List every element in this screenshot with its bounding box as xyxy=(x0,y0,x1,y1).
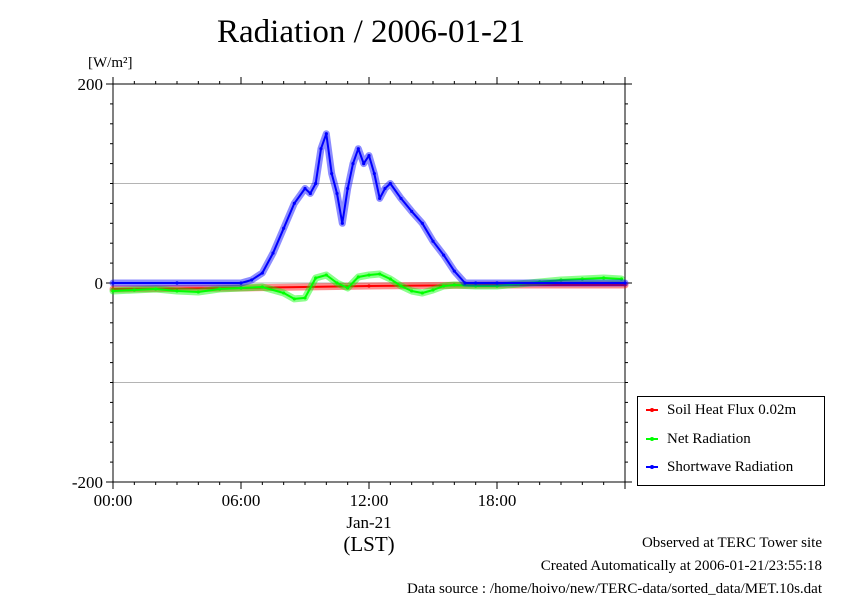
data-point-shortwave-radiation xyxy=(442,253,446,257)
data-point-shortwave-radiation xyxy=(452,269,456,273)
series-group xyxy=(109,130,629,303)
data-point-soil-heat-flux-0-02m xyxy=(367,284,371,288)
footer-created: Created Automatically at 2006-01-21/23:5… xyxy=(540,558,822,574)
data-point-shortwave-radiation xyxy=(340,221,344,225)
data-point-net-radiation xyxy=(442,284,446,288)
data-point-net-radiation xyxy=(388,277,392,281)
data-point-shortwave-radiation xyxy=(399,196,403,201)
data-point-shortwave-radiation xyxy=(282,226,286,230)
data-point-net-radiation xyxy=(111,289,115,293)
data-point-net-radiation xyxy=(154,287,158,291)
data-point-shortwave-radiation xyxy=(260,271,264,275)
data-point-net-radiation xyxy=(335,281,339,285)
data-point-net-radiation xyxy=(314,276,318,280)
data-point-net-radiation xyxy=(282,291,286,295)
data-point-shortwave-radiation xyxy=(111,281,115,285)
data-point-net-radiation xyxy=(580,277,584,281)
data-point-net-radiation xyxy=(619,277,624,281)
data-point-shortwave-radiation xyxy=(463,281,467,285)
footer-observed: Observed at TERC Tower site xyxy=(641,535,822,551)
data-point-shortwave-radiation xyxy=(378,196,382,201)
data-point-shortwave-radiation xyxy=(383,186,387,191)
data-point-net-radiation xyxy=(495,284,499,288)
legend-item-shortwave-radiation: Shortwave Radiation xyxy=(646,457,793,477)
data-point-shortwave-radiation xyxy=(410,209,414,213)
data-point-net-radiation xyxy=(303,296,307,300)
data-point-shortwave-radiation xyxy=(346,186,350,191)
data-point-shortwave-radiation xyxy=(623,281,627,285)
data-point-net-radiation xyxy=(292,297,296,301)
data-point-net-radiation xyxy=(324,273,328,277)
data-point-shortwave-radiation xyxy=(356,147,360,151)
data-point-net-radiation xyxy=(218,287,222,291)
x-axis-label: (LST) xyxy=(343,532,394,556)
data-point-shortwave-radiation xyxy=(239,281,243,285)
data-point-net-radiation xyxy=(399,284,403,288)
data-point-net-radiation xyxy=(346,286,350,290)
data-point-shortwave-radiation xyxy=(335,191,339,196)
y-tick-label: 200 xyxy=(78,75,104,94)
data-point-net-radiation xyxy=(474,284,478,288)
x-tick-label: 06:00 xyxy=(222,491,261,510)
data-point-shortwave-radiation xyxy=(362,162,366,166)
data-point-shortwave-radiation xyxy=(388,181,392,186)
data-point-shortwave-radiation xyxy=(303,186,307,191)
data-point-shortwave-radiation xyxy=(175,281,179,285)
data-point-net-radiation xyxy=(175,289,179,293)
legend-swatch-red xyxy=(646,408,658,412)
legend-swatch-green xyxy=(646,437,658,441)
legend-label-shortwave-radiation: Shortwave Radiation xyxy=(667,458,794,475)
axis-ticks: -200 0 200 00:00 06:00 12:00 18:00 Jan-21(LST) xyxy=(72,75,632,556)
data-point-shortwave-radiation xyxy=(431,239,435,243)
data-point-net-radiation xyxy=(602,276,606,280)
x-tick-label: 12:00 xyxy=(350,491,389,510)
data-point-net-radiation xyxy=(431,288,435,292)
data-point-net-radiation xyxy=(559,278,563,282)
data-point-shortwave-radiation xyxy=(314,181,318,186)
legend-label-net-radiation: Net Radiation xyxy=(667,430,751,447)
data-point-shortwave-radiation xyxy=(308,191,312,196)
legend-item-net-radiation: Net Radiation xyxy=(646,429,751,449)
data-point-net-radiation xyxy=(410,289,414,293)
data-point-shortwave-radiation xyxy=(372,171,376,176)
legend-item-soil-heat-flux: Soil Heat Flux 0.02m xyxy=(646,400,796,420)
x-tick-label: 18:00 xyxy=(478,491,517,510)
legend-swatch-blue xyxy=(646,465,658,469)
data-point-shortwave-radiation xyxy=(330,171,334,176)
legend: Soil Heat Flux 0.02m Net Radiation Short… xyxy=(637,396,825,486)
data-point-net-radiation xyxy=(367,273,371,277)
legend-label-soil-heat-flux: Soil Heat Flux 0.02m xyxy=(667,401,797,418)
data-point-net-radiation xyxy=(356,275,360,279)
chart-title: Radiation / 2006-01-21 xyxy=(217,14,525,50)
y-tick-label: 0 xyxy=(95,274,104,293)
y-tick-label: -200 xyxy=(72,473,103,492)
data-point-shortwave-radiation xyxy=(250,278,254,282)
data-point-shortwave-radiation xyxy=(319,147,323,151)
footer-source: Data source : /home/hoivo/new/TERC-data/… xyxy=(406,581,822,597)
data-point-shortwave-radiation xyxy=(292,201,296,205)
data-point-net-radiation xyxy=(196,290,200,294)
x-tick-label: 00:00 xyxy=(94,491,133,510)
x-date-label: Jan-21 xyxy=(346,513,391,532)
data-point-shortwave-radiation xyxy=(420,221,424,225)
data-point-shortwave-radiation xyxy=(474,281,478,285)
data-point-net-radiation xyxy=(452,283,456,287)
data-point-net-radiation xyxy=(239,286,243,290)
y-axis-unit-label: [W/m²] xyxy=(88,55,133,71)
data-point-shortwave-radiation xyxy=(495,281,499,285)
data-point-net-radiation xyxy=(378,272,382,276)
data-point-shortwave-radiation xyxy=(351,162,355,166)
data-point-net-radiation xyxy=(132,288,136,292)
data-point-shortwave-radiation xyxy=(324,132,328,136)
data-point-net-radiation xyxy=(260,285,264,289)
data-point-net-radiation xyxy=(420,291,424,295)
data-point-shortwave-radiation xyxy=(271,251,275,255)
data-point-shortwave-radiation xyxy=(367,154,371,158)
